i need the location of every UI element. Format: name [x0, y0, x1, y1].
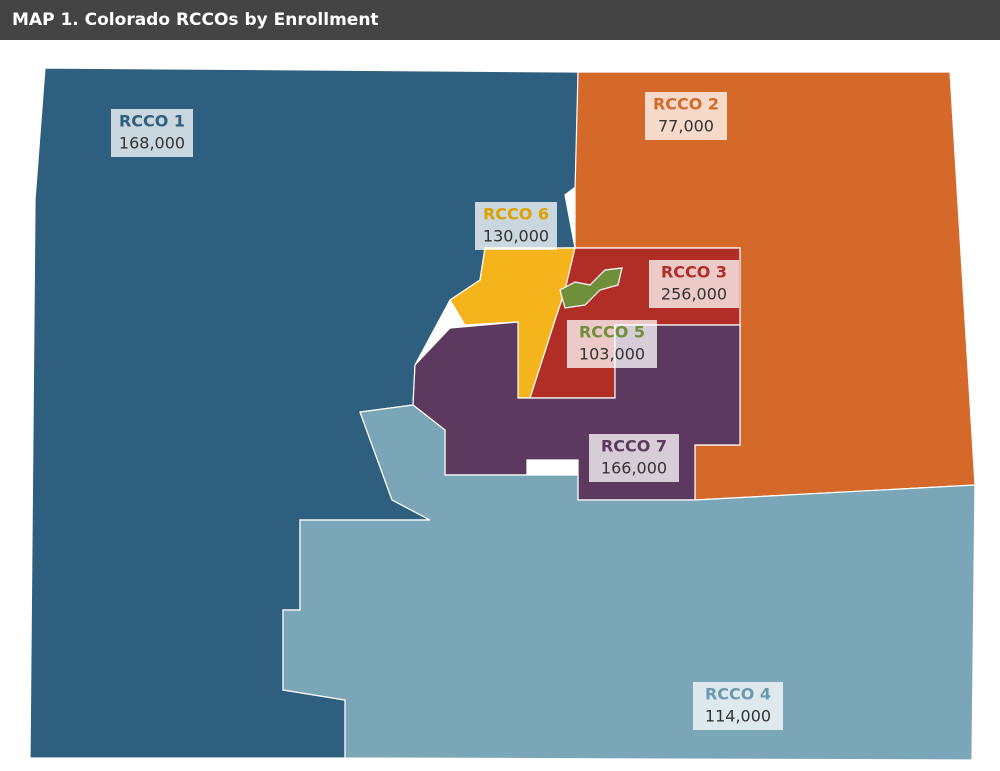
- label-box: [693, 682, 783, 730]
- region-name: RCCO 1: [119, 112, 185, 131]
- region-name: RCCO 5: [579, 323, 645, 342]
- title: MAP 1. Colorado RCCOs by Enrollment: [12, 10, 379, 30]
- region-enrollment: 77,000: [658, 117, 714, 136]
- region-name: RCCO 3: [661, 263, 727, 282]
- label-box: [567, 320, 657, 368]
- region-name: RCCO 7: [601, 437, 667, 456]
- region-enrollment: 114,000: [705, 707, 771, 726]
- region-enrollment: 256,000: [661, 285, 727, 304]
- region-enrollment: 168,000: [119, 134, 185, 153]
- label-box: [589, 434, 679, 482]
- region-rcco-5: [559, 267, 623, 309]
- region-enrollment: 103,000: [579, 345, 645, 364]
- region-enrollment: 166,000: [601, 459, 667, 478]
- title-bar: MAP 1. Colorado RCCOs by Enrollment: [0, 0, 1000, 40]
- label-box: [649, 260, 739, 308]
- region-enrollment: 130,000: [483, 227, 549, 246]
- region-rcco-4: [282, 404, 976, 761]
- label-box: [475, 202, 557, 250]
- label-box: [111, 109, 193, 157]
- label-box: [645, 92, 727, 140]
- region-name: RCCO 4: [705, 685, 771, 704]
- region-name: RCCO 2: [653, 95, 719, 114]
- region-name: RCCO 6: [483, 205, 549, 224]
